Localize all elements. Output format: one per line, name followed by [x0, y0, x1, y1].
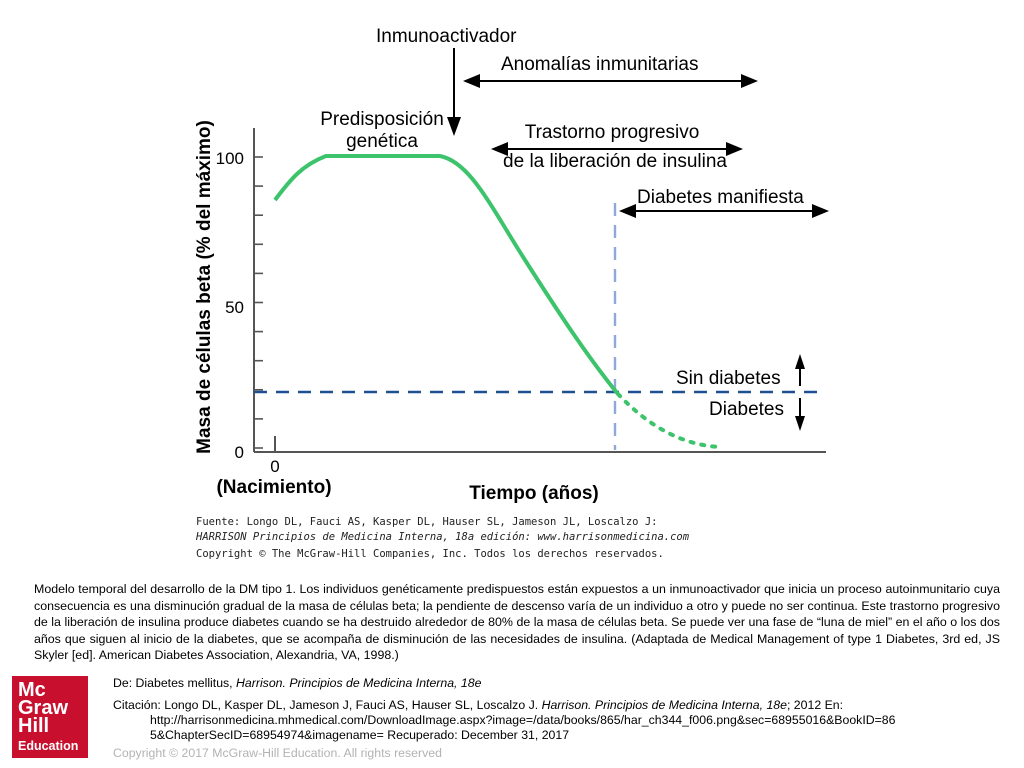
trastorno-arrowhead-left [491, 142, 508, 156]
diabetes-arrowhead [795, 416, 805, 431]
citation-separator: . [534, 698, 542, 712]
citation-url-line-1: http://harrisonmedicina.mhmedical.com/Do… [150, 713, 896, 727]
beta-cell-curve-projection [616, 392, 724, 449]
y-axis-ticks [254, 156, 263, 449]
label-predisposicion-line1: Predisposición [320, 109, 444, 130]
source-line-3: Copyright © The McGraw-Hill Companies, I… [196, 548, 664, 560]
reference-citation: Citación: Longo DL, Kasper DL, Jameson J… [113, 698, 843, 713]
logo-line-1: Mc [18, 679, 46, 701]
anomalias-arrowhead-right [741, 74, 758, 88]
citation-url-line-2: 5&ChapterSecID=68954974&imagename= Recup… [150, 728, 570, 742]
y-axis-title: Masa de células beta (% del máximo) [194, 120, 215, 454]
logo-line-3: Hill [18, 715, 50, 737]
label-inmunoactivador: Inmunoactivador [376, 26, 517, 47]
logo-line-4: Education [18, 739, 79, 753]
citation-prefix: Citación: Longo DL, Kasper DL, Jameson J… [113, 698, 535, 712]
diabetes-manifiesta-arrowhead-left [619, 204, 636, 218]
figure-panel [190, 22, 830, 570]
label-predisposicion-line2: genética [346, 131, 418, 152]
label-sin-diabetes: Sin diabetes [676, 368, 781, 389]
reference-from: De: Diabetes mellitus, Harrison. Princip… [113, 676, 481, 691]
copyright-notice: Copyright © 2017 McGraw-Hill Education. … [113, 746, 442, 760]
logo-line-2: Graw [18, 697, 69, 719]
diagram-figure: 100 50 0 0 (Nacimiento) Tiempo (años) Ma… [190, 22, 830, 570]
citation-title: Harrison. Principios de Medicina Interna… [541, 698, 787, 712]
reference-from-prefix: De: Diabetes mellitus, [113, 676, 237, 690]
sin-diabetes-arrowhead [795, 354, 805, 369]
source-line-1: Fuente: Longo DL, Fauci AS, Kasper DL, H… [196, 516, 657, 528]
y-tick-50: 50 [225, 298, 244, 317]
inmunoactivador-arrowhead [447, 117, 461, 136]
y-tick-100: 100 [216, 149, 244, 168]
diabetes-manifiesta-arrowhead-right [812, 204, 829, 218]
label-diabetes-manifiesta: Diabetes manifiesta [637, 187, 804, 208]
beta-cell-curve [273, 154, 620, 396]
x-origin-value: 0 [270, 457, 279, 476]
label-anomalias: Anomalías inmunitarias [501, 54, 698, 75]
label-trastorno-line2: de la liberación de insulina [503, 151, 727, 172]
x-axis-title: Tiempo (años) [469, 483, 599, 504]
anomalias-arrowhead-left [463, 74, 480, 88]
citation-suffix: ; 2012 En: [786, 698, 844, 712]
label-trastorno-line1: Trastorno progresivo [525, 122, 700, 143]
reference-from-title: Harrison. Principios de Medicina Interna… [236, 676, 482, 690]
figure-caption: Modelo temporal del desarrollo de la DM … [34, 582, 1000, 663]
source-line-2: HARRISON Principios de Medicina Interna,… [195, 531, 690, 543]
mcgraw-hill-logo: Mc Graw Hill Education [12, 676, 88, 758]
y-tick-0: 0 [235, 443, 244, 462]
label-diabetes: Diabetes [709, 399, 784, 420]
x-origin-label: (Nacimiento) [216, 477, 331, 498]
trastorno-arrowhead-right [726, 142, 743, 156]
